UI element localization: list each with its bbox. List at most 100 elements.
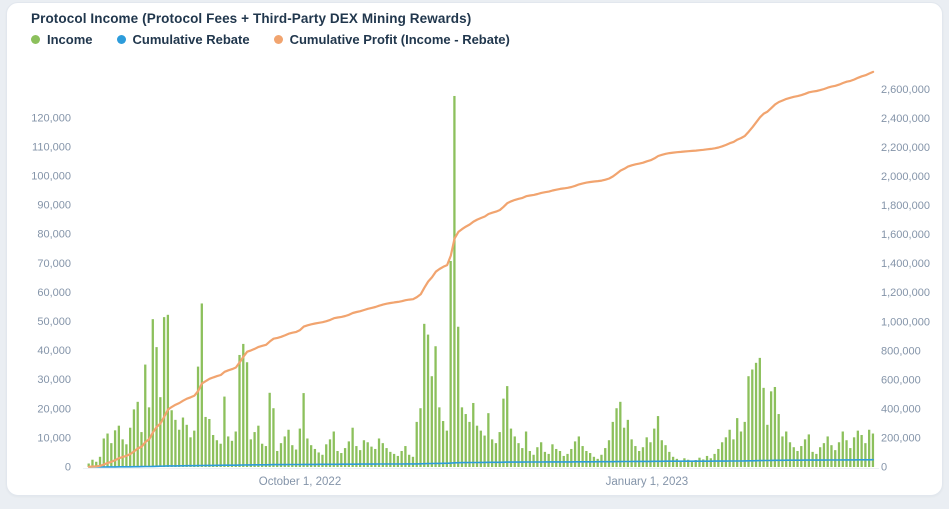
income-bar[interactable] <box>834 450 837 467</box>
income-bar[interactable] <box>555 448 558 467</box>
income-bar[interactable] <box>351 427 354 467</box>
income-bar[interactable] <box>204 416 207 467</box>
income-bar[interactable] <box>215 440 219 467</box>
income-bar[interactable] <box>253 432 256 467</box>
income-bar[interactable] <box>227 436 230 467</box>
income-bar[interactable] <box>792 447 795 467</box>
income-bar[interactable] <box>728 429 731 467</box>
income-bar[interactable] <box>159 397 162 467</box>
income-bar[interactable] <box>445 430 449 468</box>
income-bar[interactable] <box>521 448 524 467</box>
income-bar[interactable] <box>754 362 758 467</box>
income-bar[interactable] <box>732 439 735 468</box>
income-bar[interactable] <box>151 319 154 467</box>
income-bar[interactable] <box>441 421 445 467</box>
income-bar[interactable] <box>826 436 829 467</box>
income-bar[interactable] <box>596 458 599 467</box>
income-bar[interactable] <box>178 429 181 467</box>
income-bar[interactable] <box>845 440 848 467</box>
income-bar[interactable] <box>223 396 226 467</box>
income-bar[interactable] <box>600 454 603 467</box>
income-bar[interactable] <box>694 460 697 467</box>
income-bar[interactable] <box>641 447 645 467</box>
income-bar[interactable] <box>91 459 94 468</box>
income-bar[interactable] <box>698 457 701 467</box>
income-bar[interactable] <box>166 314 170 467</box>
income-bar[interactable] <box>607 440 611 467</box>
income-bar[interactable] <box>604 448 607 467</box>
income-bar[interactable] <box>649 442 652 467</box>
income-bar[interactable] <box>181 417 185 467</box>
income-bar[interactable] <box>117 425 121 467</box>
income-bar[interactable] <box>517 443 520 467</box>
income-bar[interactable] <box>626 419 630 467</box>
income-bar[interactable] <box>291 445 294 468</box>
income-bar[interactable] <box>683 458 686 467</box>
income-bar[interactable] <box>551 444 554 467</box>
income-bar[interactable] <box>408 454 411 467</box>
income-bar[interactable] <box>475 425 479 467</box>
income-bar[interactable] <box>773 386 777 468</box>
income-bar[interactable] <box>622 427 626 467</box>
income-bar[interactable] <box>630 439 633 468</box>
income-bar[interactable] <box>513 436 516 467</box>
income-bar[interactable] <box>547 453 550 467</box>
income-bar[interactable] <box>490 439 494 468</box>
income-bar[interactable] <box>249 439 252 468</box>
income-bar[interactable] <box>739 431 743 468</box>
income-bar[interactable] <box>95 461 98 467</box>
income-bar[interactable] <box>653 428 656 467</box>
income-bar[interactable] <box>464 414 467 467</box>
income-bar[interactable] <box>211 434 215 467</box>
income-bar[interactable] <box>762 387 765 467</box>
income-bar[interactable] <box>751 369 754 467</box>
income-bar[interactable] <box>796 451 799 468</box>
income-bar[interactable] <box>155 347 158 467</box>
income-bar[interactable] <box>543 451 547 467</box>
income-bar[interactable] <box>634 446 637 467</box>
income-bar[interactable] <box>702 459 705 467</box>
income-bar[interactable] <box>524 431 528 468</box>
income-bar[interactable] <box>457 326 460 467</box>
income-bar[interactable] <box>460 407 464 467</box>
income-bar[interactable] <box>494 443 498 467</box>
income-bar[interactable] <box>162 317 166 467</box>
income-bar[interactable] <box>577 436 580 467</box>
income-bar[interactable] <box>325 444 328 467</box>
income-bar[interactable] <box>113 430 117 467</box>
income-bar[interactable] <box>769 391 773 467</box>
income-bar[interactable] <box>660 440 663 467</box>
income-bar[interactable] <box>589 453 592 467</box>
income-bar[interactable] <box>302 393 305 467</box>
income-bar[interactable] <box>279 443 283 467</box>
income-bar[interactable] <box>132 409 136 467</box>
income-bar[interactable] <box>747 376 750 467</box>
income-bar[interactable] <box>313 448 317 467</box>
income-bar[interactable] <box>234 431 237 468</box>
income-bar[interactable] <box>645 437 648 467</box>
legend-item-income[interactable]: Income <box>31 32 93 47</box>
income-bar[interactable] <box>87 463 90 467</box>
income-bar[interactable] <box>487 413 490 467</box>
income-bar[interactable] <box>336 451 339 468</box>
income-bar[interactable] <box>570 448 573 467</box>
income-bar[interactable] <box>818 447 822 467</box>
income-bar[interactable] <box>558 451 562 468</box>
income-bar[interactable] <box>785 431 788 468</box>
income-bar[interactable] <box>340 453 343 467</box>
income-bar[interactable] <box>690 461 694 467</box>
income-bar[interactable] <box>185 424 188 468</box>
income-bar[interactable] <box>611 421 614 467</box>
income-bar[interactable] <box>98 456 102 467</box>
income-bar[interactable] <box>860 434 863 467</box>
income-bar[interactable] <box>208 418 211 468</box>
income-bar[interactable] <box>170 410 173 467</box>
income-bar[interactable] <box>317 452 320 467</box>
income-bar[interactable] <box>539 442 543 467</box>
income-bar[interactable] <box>573 441 577 467</box>
income-bar[interactable] <box>362 440 366 467</box>
income-bar[interactable] <box>841 431 844 468</box>
income-bar[interactable] <box>419 408 422 467</box>
income-bar[interactable] <box>332 431 335 468</box>
income-bar[interactable] <box>788 442 792 467</box>
